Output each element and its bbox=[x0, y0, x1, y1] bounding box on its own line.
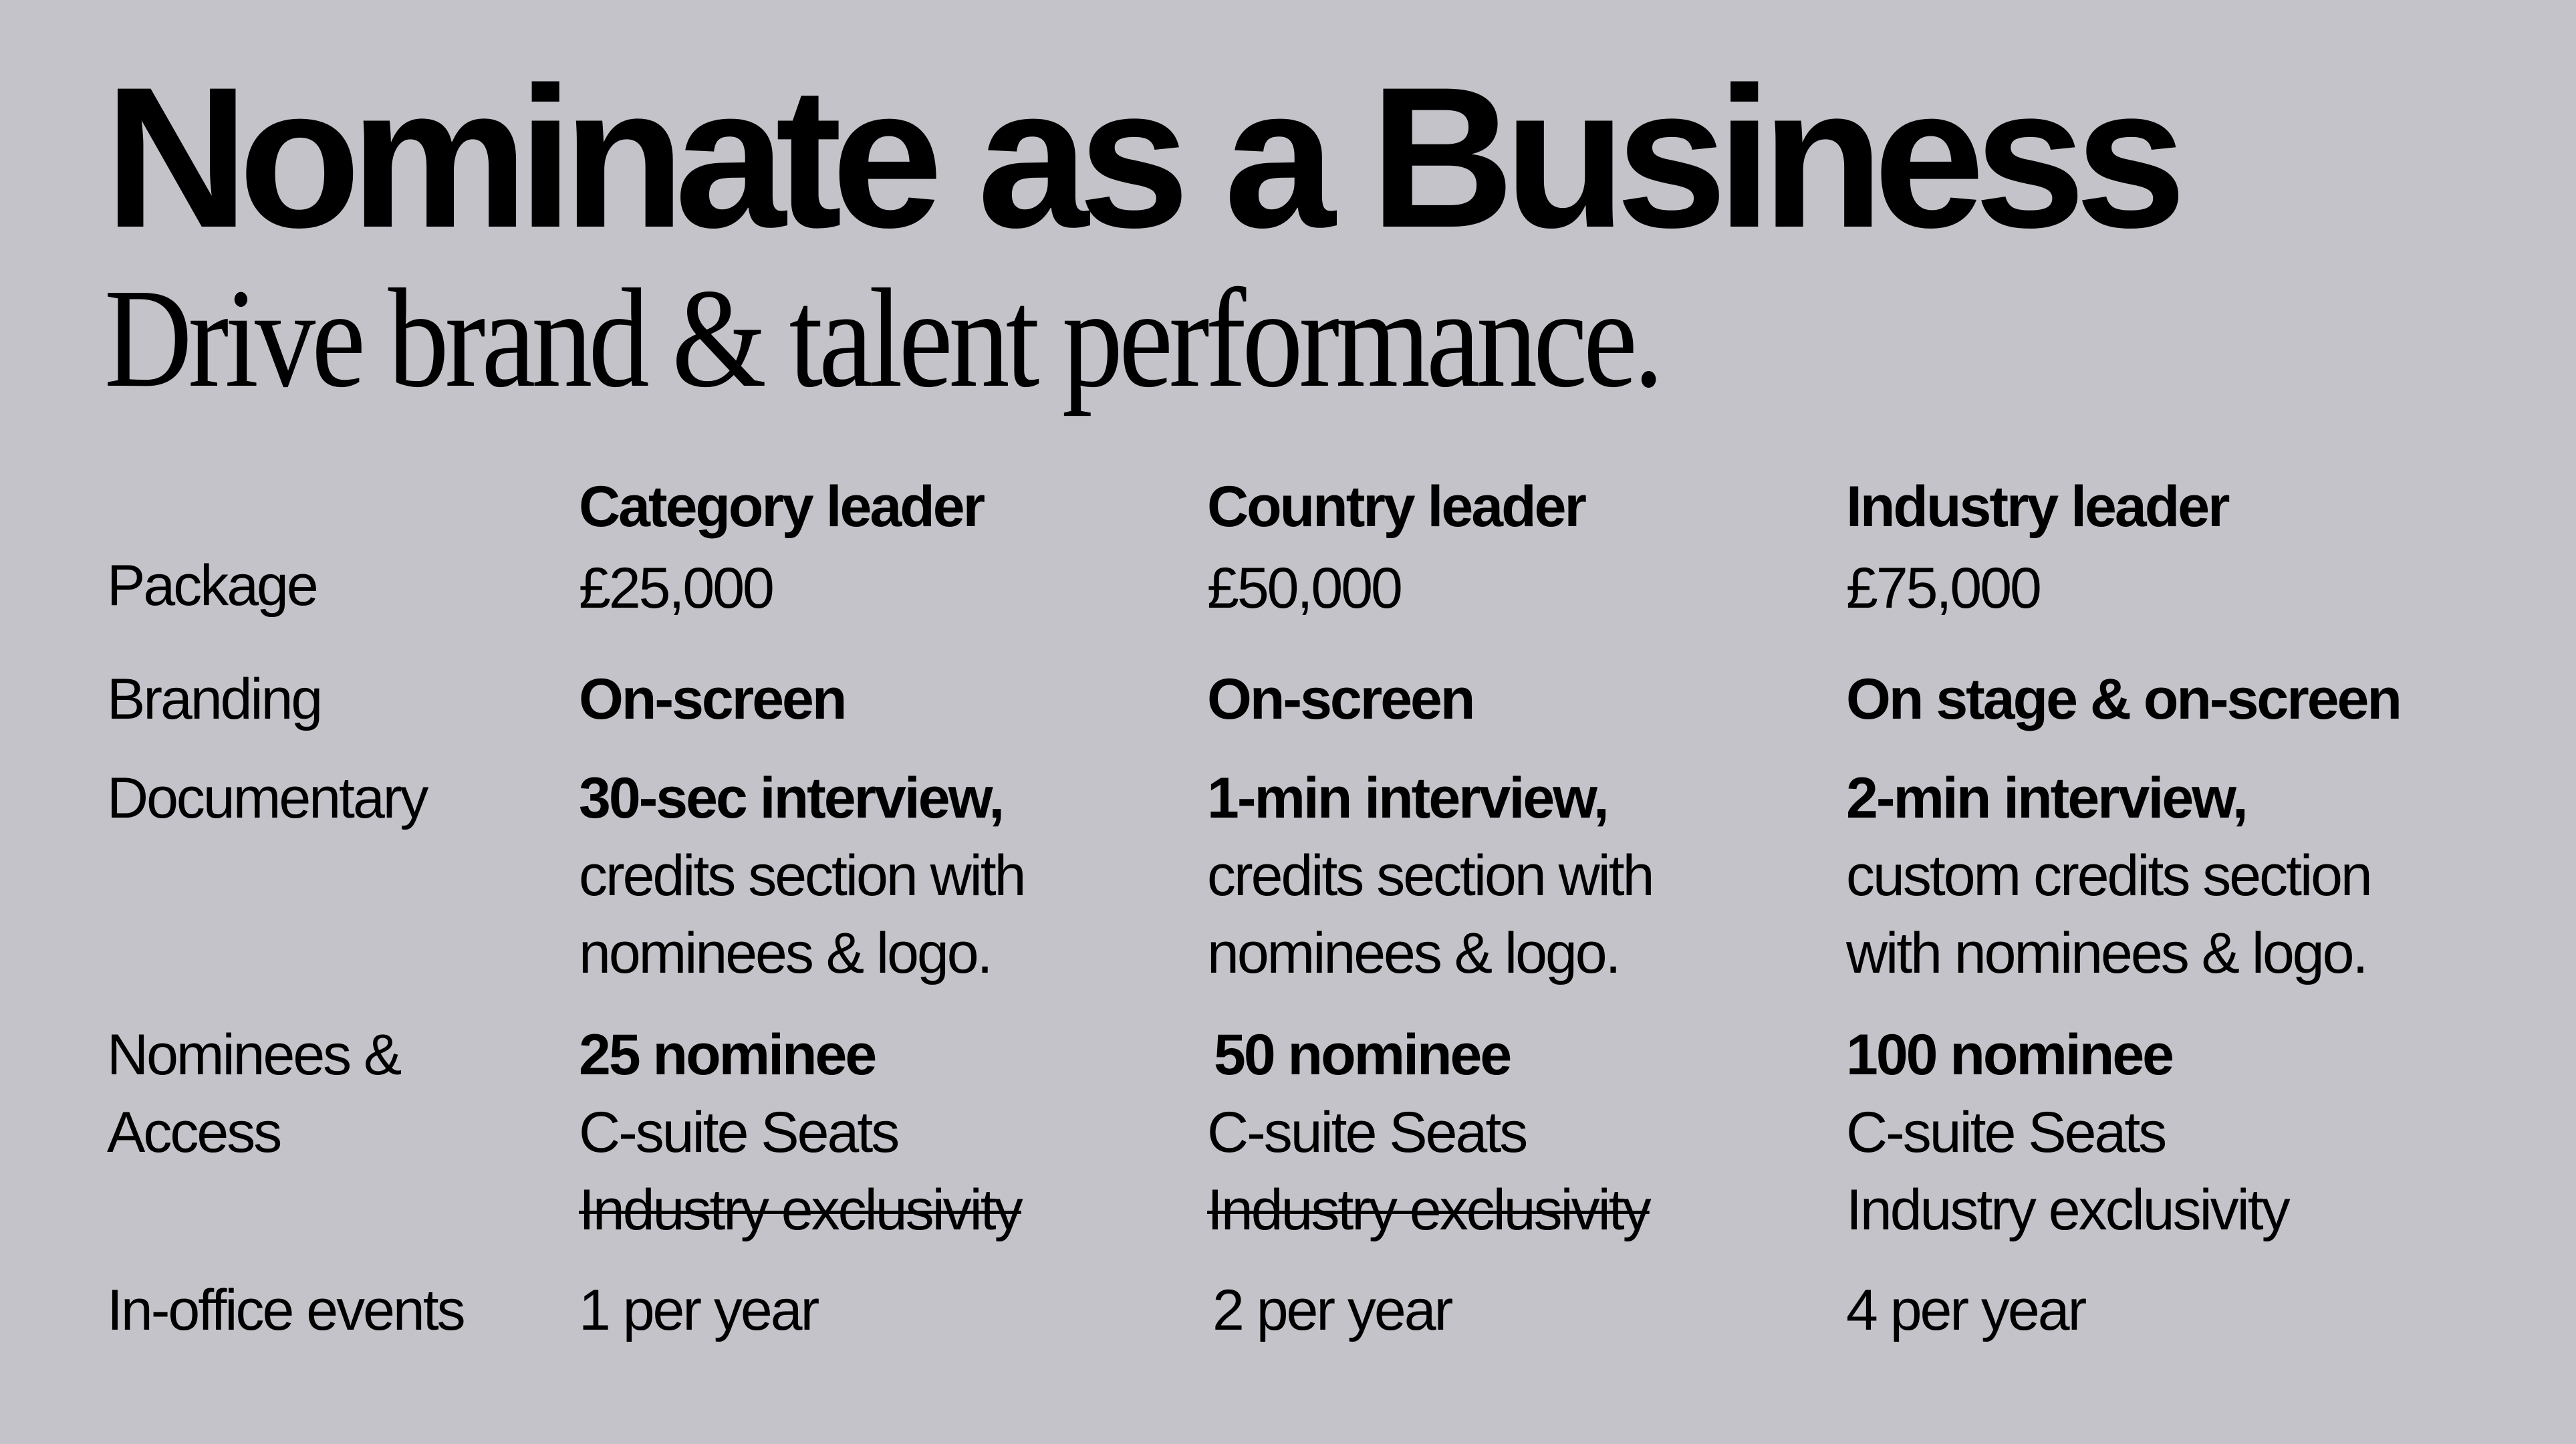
row-label-nominees-line: Nominees & bbox=[107, 1023, 402, 1087]
industry-exclusivity-included: Industry exclusivity bbox=[1846, 1178, 2291, 1242]
tier-branding-industry-leader: On stage & on-screen bbox=[1846, 667, 2402, 731]
tier-price-category-leader: £25,000 bbox=[579, 556, 775, 620]
row-label-branding: Branding bbox=[107, 667, 323, 731]
page-subtitle: Drive brand & talent performance. bbox=[104, 259, 1664, 416]
page-title: Nominate as a Business bbox=[104, 45, 2186, 269]
row-label-access-line: Access bbox=[107, 1100, 282, 1165]
tier-price-industry-leader: £75,000 bbox=[1846, 556, 2042, 620]
tier-name-category-leader: Category leader bbox=[579, 475, 985, 539]
documentary-detail: custom credits section bbox=[1846, 844, 2373, 908]
tier-events-industry-leader: 4 per year bbox=[1846, 1278, 2087, 1342]
tier-events-category-leader: 1 per year bbox=[579, 1278, 819, 1342]
tier-branding-category-leader: On-screen bbox=[579, 667, 847, 731]
tier-name-country-leader: Country leader bbox=[1207, 475, 1587, 539]
tier-documentary-category-leader: 30-sec interview, credits section with n… bbox=[579, 759, 1027, 992]
tier-price-country-leader: £50,000 bbox=[1207, 556, 1403, 620]
documentary-interview: 1-min interview, bbox=[1207, 766, 1609, 830]
c-suite-seats: C-suite Seats bbox=[579, 1100, 900, 1165]
c-suite-seats: C-suite Seats bbox=[1207, 1100, 1528, 1165]
c-suite-seats: C-suite Seats bbox=[1846, 1100, 2167, 1165]
nominee-count: 100 nominee bbox=[1846, 1023, 2174, 1087]
row-label-events: In-office events bbox=[107, 1278, 466, 1342]
nominee-count: 25 nominee bbox=[579, 1023, 877, 1087]
tier-events-country-leader: 2 per year bbox=[1212, 1278, 1453, 1342]
tier-branding-country-leader: On-screen bbox=[1207, 667, 1475, 731]
documentary-interview: 2-min interview, bbox=[1846, 766, 2248, 830]
tier-documentary-country-leader: 1-min interview, credits section with no… bbox=[1207, 759, 1655, 992]
tier-nominees-country-leader: 50 nominee C-suite Seats Industry exclus… bbox=[1207, 1016, 1652, 1249]
nominee-count: 50 nominee bbox=[1214, 1023, 1512, 1087]
tier-nominees-industry-leader: 100 nominee C-suite Seats Industry exclu… bbox=[1846, 1016, 2291, 1249]
documentary-detail: nominees & logo. bbox=[1207, 921, 1622, 985]
industry-exclusivity-excluded: Industry exclusivity bbox=[1207, 1178, 1652, 1242]
documentary-detail: nominees & logo. bbox=[579, 921, 993, 985]
documentary-detail: credits section with bbox=[1207, 844, 1655, 908]
tier-nominees-category-leader: 25 nominee C-suite Seats Industry exclus… bbox=[579, 1016, 1023, 1249]
row-label-nominees-access: Nominees & Access bbox=[107, 1016, 402, 1171]
tier-name-industry-leader: Industry leader bbox=[1846, 475, 2230, 539]
documentary-detail: with nominees & logo. bbox=[1846, 921, 2368, 985]
documentary-detail: credits section with bbox=[579, 844, 1027, 908]
row-label-package: Package bbox=[107, 554, 319, 618]
row-label-documentary: Documentary bbox=[107, 766, 428, 830]
industry-exclusivity-excluded: Industry exclusivity bbox=[579, 1178, 1023, 1242]
documentary-interview: 30-sec interview, bbox=[579, 766, 1005, 830]
tier-documentary-industry-leader: 2-min interview, custom credits section … bbox=[1846, 759, 2373, 992]
